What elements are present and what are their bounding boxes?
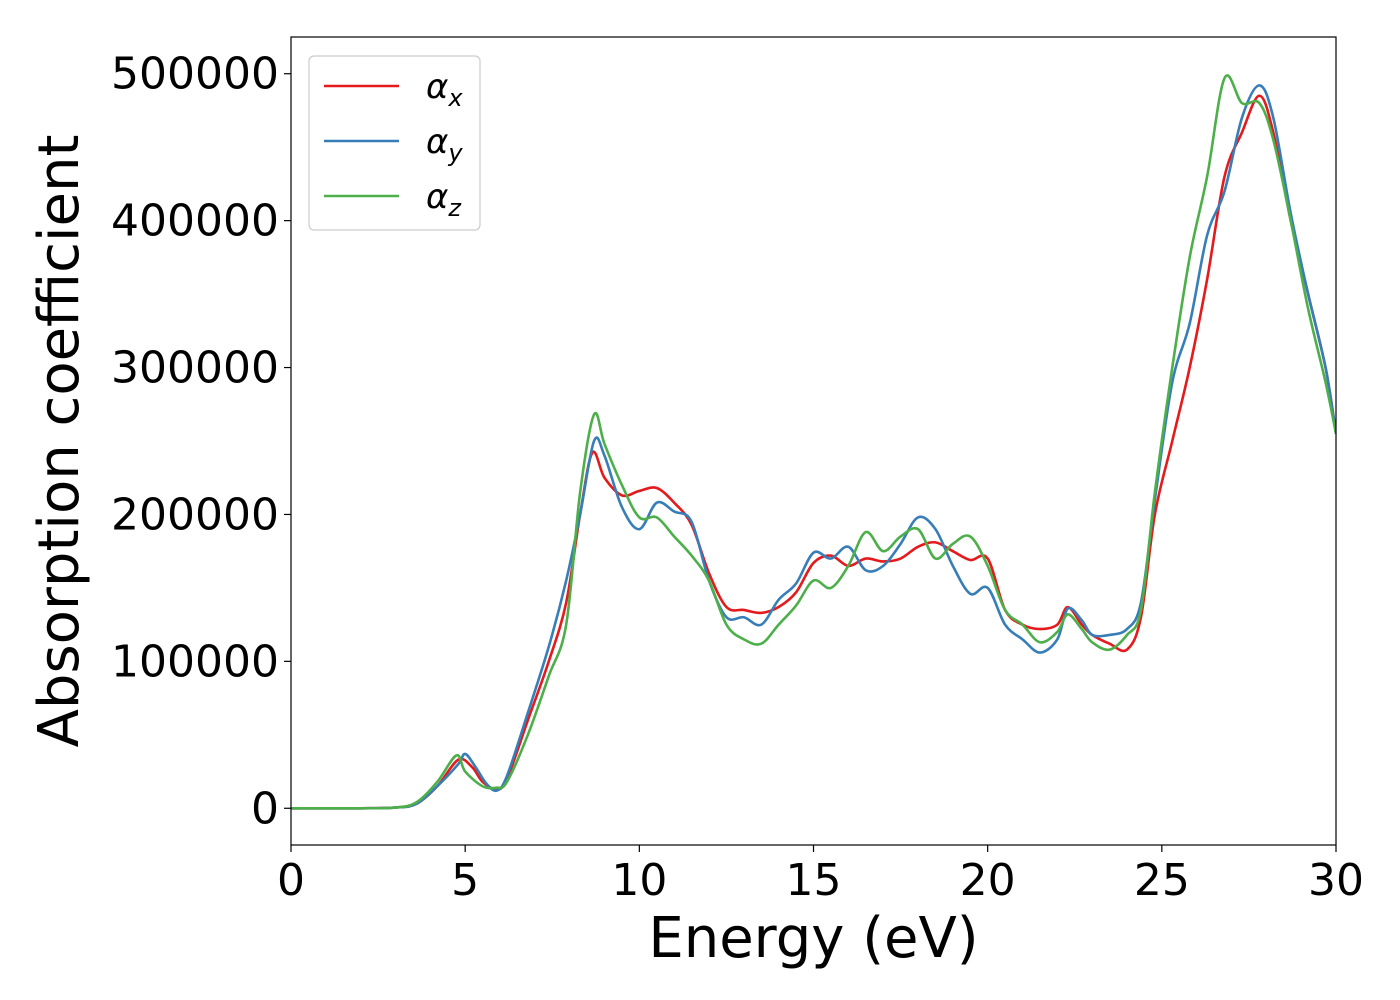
- y-axis-title: Absorption coefficient: [27, 135, 92, 748]
- y-tick-label: 0: [251, 783, 279, 834]
- x-tick-label: 10: [611, 855, 667, 906]
- x-tick-label: 5: [451, 855, 479, 906]
- legend-label-z: αz: [426, 177, 462, 222]
- x-tick-label: 15: [786, 855, 842, 906]
- x-tick-label: 20: [960, 855, 1016, 906]
- x-tick-label: 30: [1308, 855, 1364, 906]
- legend-subscript: y: [447, 139, 463, 167]
- y-tick-label: 400000: [111, 196, 279, 247]
- series-lines: [291, 74, 1336, 810]
- x-tick-label: 25: [1134, 855, 1190, 906]
- x-axis-title: Energy (eV): [648, 906, 978, 971]
- legend-symbol: α: [426, 177, 448, 217]
- series-line-y: [291, 84, 1336, 810]
- x-tick-label: 0: [277, 855, 305, 906]
- axes: 0 5 10 15 20 25 30 0 100000 200000 300000 400000 500…: [111, 36, 1364, 906]
- y-tick-label: 300000: [111, 343, 279, 394]
- legend-box: [308, 55, 481, 231]
- series-line-x: [291, 94, 1336, 810]
- y-tick-label: 500000: [111, 49, 279, 100]
- y-tick-label: 200000: [111, 489, 279, 540]
- legend-label-x: αx: [426, 67, 463, 112]
- series-line-z: [291, 74, 1336, 810]
- legend-symbol: α: [426, 122, 448, 162]
- legend-label-y: αy: [426, 122, 463, 167]
- legend-symbol: α: [426, 67, 448, 107]
- legend-subscript: x: [447, 84, 463, 112]
- y-tick-label: 100000: [111, 636, 279, 687]
- legend-subscript: z: [447, 194, 462, 222]
- plot-area: [291, 74, 1336, 810]
